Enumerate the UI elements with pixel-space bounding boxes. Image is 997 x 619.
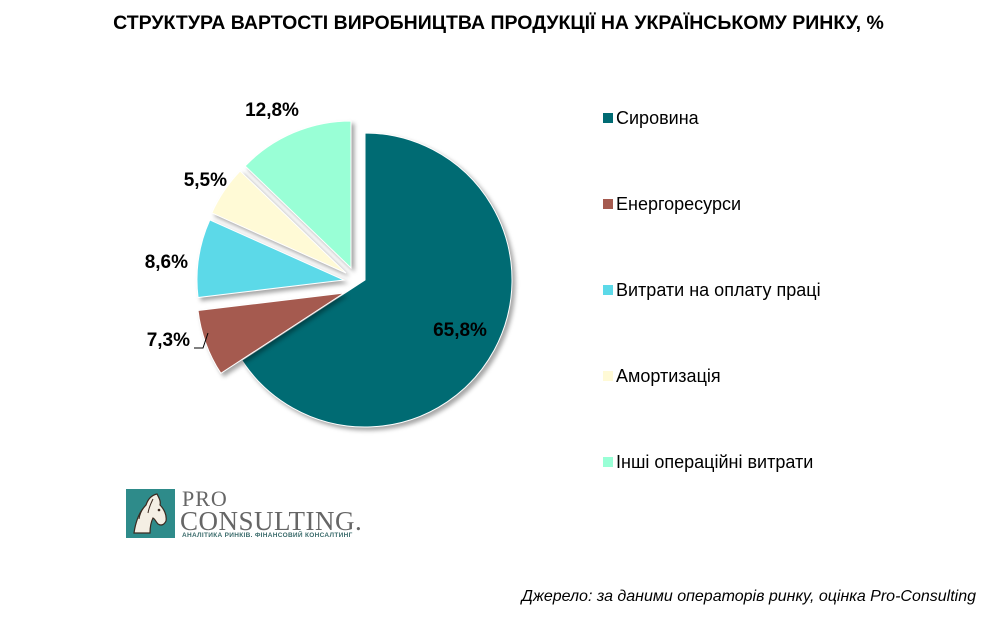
source-note: Джерело: за даними операторів ринку, оці… — [521, 588, 976, 605]
legend-label: Інші операційні витрати — [616, 452, 814, 472]
legend-swatch — [603, 285, 613, 295]
data-label-energoresursy: 7,3% — [147, 330, 190, 351]
legend-item-amortization: Амортизація — [603, 366, 821, 452]
legend-swatch — [603, 199, 613, 209]
data-label-amortization: 5,5% — [184, 170, 227, 191]
data-label-syrovyna: 65,8% — [433, 320, 487, 341]
legend-item-other-costs: Інші операційні витрати — [603, 452, 821, 538]
logo-horse-icon — [126, 489, 175, 538]
legend-item-labor-costs: Витрати на оплату праці — [603, 280, 821, 366]
pie-slice-amortization — [211, 170, 347, 274]
legend-label: Витрати на оплату праці — [616, 280, 821, 300]
leader-line-energoresursy — [194, 332, 209, 349]
pie-slice-labor-costs — [196, 219, 346, 299]
data-label-other-costs: 12,8% — [245, 100, 299, 121]
chart-title: СТРУКТУРА ВАРТОСТІ ВИРОБНИЦТВА ПРОДУКЦІЇ… — [113, 12, 884, 34]
legend-label: Сировина — [616, 108, 699, 128]
pie-slice-syrovyna — [241, 132, 513, 428]
legend: Сировина Енергоресурси Витрати на оплату… — [603, 108, 821, 538]
legend-swatch — [603, 457, 613, 467]
data-label-labor-costs: 8,6% — [145, 252, 188, 273]
legend-item-energoresursy: Енергоресурси — [603, 194, 821, 280]
logo-tagline: АНАЛІТИКА РИНКІВ. ФІНАНСОВИЙ КОНСАЛТИНГ — [182, 532, 353, 539]
legend-label: Амортизація — [616, 366, 721, 386]
legend-label: Енергоресурси — [616, 194, 742, 214]
logo-consulting-text: CONSULTING. — [180, 506, 363, 536]
pie-slice-other-costs — [244, 120, 352, 270]
legend-item-syrovyna: Сировина — [603, 108, 821, 194]
logo-pro-text: PRO — [182, 486, 228, 511]
legend-swatch — [603, 113, 613, 123]
pie-slice-energoresursy — [197, 292, 345, 375]
legend-swatch — [603, 371, 613, 381]
